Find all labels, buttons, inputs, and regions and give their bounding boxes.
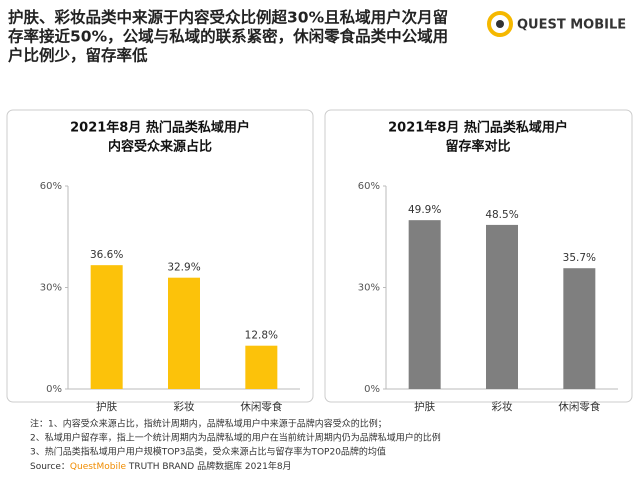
- chart-title: 留存率对比: [445, 139, 510, 155]
- logo: QUEST MOBILE: [487, 11, 626, 37]
- bar: [245, 345, 278, 389]
- x-tick-label: 彩妆: [492, 400, 513, 413]
- page-title: 护肤、彩妆品类中来源于内容受众比例超30%且私域用户次月留: [8, 8, 448, 27]
- source-prefix: Source：: [30, 462, 70, 472]
- bar: [563, 268, 596, 389]
- x-tick-label: 护肤: [96, 400, 117, 413]
- x-tick-label: 护肤: [414, 400, 435, 413]
- value-label: 32.9%: [167, 262, 200, 274]
- note: 2、私域用户留存率，指上一个统计周期内为品牌私域的用户在当前统计周期内仍为品牌私…: [30, 432, 441, 444]
- y-tick-label: 60%: [40, 181, 62, 192]
- source: Source：QuestMobile TRUTH BRAND 品牌数据库 202…: [30, 460, 292, 472]
- chart-title: 2021年8月 热门品类私域用户: [70, 120, 250, 136]
- logo-icon: [496, 20, 504, 28]
- value-label: 12.8%: [245, 330, 278, 342]
- source-brand: QuestMobile: [70, 462, 127, 472]
- chart-title: 2021年8月 热门品类私域用户: [388, 120, 568, 136]
- logo-icon: [487, 11, 513, 37]
- bar: [486, 224, 518, 389]
- bar: [90, 265, 123, 389]
- bar: [168, 277, 200, 389]
- page-title: 存率接近50%，公域与私域的联系紧密，休闲零食品类中公域用: [8, 27, 448, 46]
- x-tick-label: 休闲零食: [558, 400, 600, 413]
- page-title: 户比例少，留存率低: [8, 46, 148, 65]
- value-label: 49.9%: [408, 204, 441, 216]
- y-tick-label: 30%: [40, 283, 62, 294]
- panel: [324, 109, 633, 403]
- x-tick-label: 彩妆: [174, 400, 195, 413]
- note: 注：1、内容受众来源占比，指统计周期内，品牌私域用户中来源于品牌内容受众的比例；: [30, 418, 387, 430]
- y-tick-label: 0%: [364, 384, 380, 395]
- value-label: 36.6%: [90, 249, 123, 261]
- y-tick-label: 60%: [358, 181, 380, 192]
- panel: [6, 109, 314, 403]
- y-tick-label: 0%: [46, 384, 62, 395]
- value-label: 48.5%: [485, 209, 518, 221]
- x-tick-label: 休闲零食: [240, 400, 282, 413]
- bar: [408, 220, 441, 389]
- logo-text: QUEST MOBILE: [517, 18, 626, 33]
- chart-title: 内容受众来源占比: [108, 139, 212, 155]
- y-tick-label: 30%: [358, 283, 380, 294]
- note: 3、热门品类指私域用户用户规模TOP3品类，受众来源占比与留存率为TOP20品牌…: [30, 446, 386, 458]
- value-label: 35.7%: [563, 252, 596, 264]
- source-rest: TRUTH BRAND 品牌数据库 2021年8月: [126, 460, 292, 472]
